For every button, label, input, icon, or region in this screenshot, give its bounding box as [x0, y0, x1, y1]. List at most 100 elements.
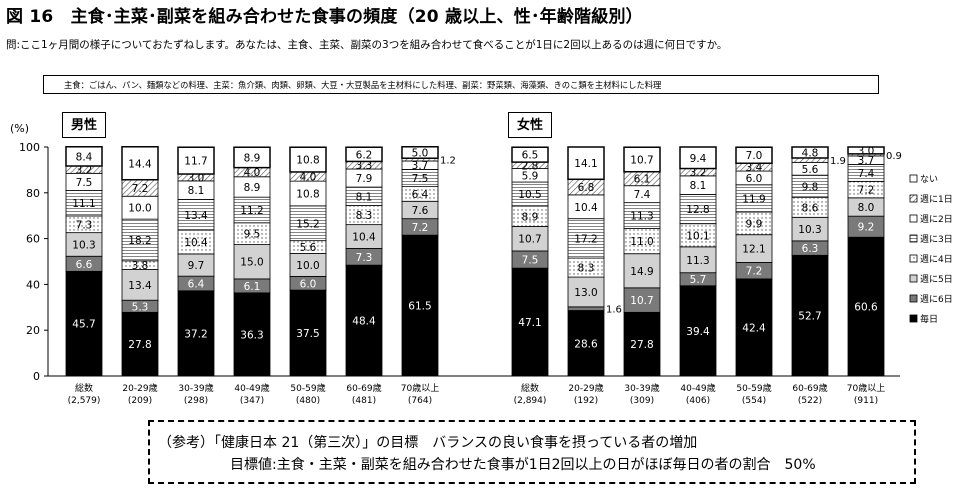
data-label: 5.9	[522, 170, 539, 182]
y-tick-label: 40	[26, 278, 40, 291]
bar-segment-週に3日	[735, 184, 773, 213]
legend-swatch-毎日	[909, 314, 918, 323]
reference-line-2: 目標値:主食・主菜・副菜を組み合わせた食事が1日2回以上の日がほぼ毎日の者の割合…	[230, 457, 816, 473]
bar-segment-週に3日	[289, 205, 327, 242]
data-label: 7.5	[412, 173, 429, 185]
data-label: 17.2	[574, 233, 597, 245]
data-label: 14.9	[630, 266, 653, 278]
data-label: 48.4	[352, 316, 376, 328]
data-label: 8.6	[802, 202, 819, 214]
bar-segment-週に5日	[679, 246, 717, 274]
bar-segment-ない	[735, 146, 773, 165]
data-label: 8.9	[244, 152, 261, 164]
legend-swatch-週に5日	[909, 274, 918, 283]
data-label: 0.9	[886, 151, 902, 162]
data-label: 9.2	[858, 222, 875, 234]
bar-segment-ない	[511, 146, 549, 163]
data-label: 3.3	[356, 160, 373, 172]
data-label: 9.8	[802, 181, 819, 193]
category-n-label: (192)	[574, 396, 598, 406]
data-label: 8.1	[356, 191, 373, 203]
legend-label: ない	[920, 174, 938, 185]
data-label: 8.0	[858, 202, 875, 214]
data-label: 9.9	[746, 218, 763, 230]
category-label: 40-49歳	[234, 382, 269, 394]
bar-segment-ない	[401, 146, 439, 159]
data-label: 18.2	[128, 235, 151, 247]
data-label: 1.2	[440, 156, 456, 167]
data-label: 6.1	[244, 281, 261, 293]
data-label: 37.2	[184, 328, 207, 340]
data-label: 3.7	[412, 160, 429, 172]
category-n-label: (522)	[798, 396, 822, 406]
data-label: 10.8	[296, 155, 319, 167]
data-label: 6.4	[188, 278, 205, 290]
bar-segment-週に5日	[511, 226, 549, 252]
data-label: 8.3	[578, 263, 595, 275]
category-n-label: (298)	[184, 396, 208, 406]
data-label: 5.6	[300, 242, 317, 254]
data-label: 10.7	[630, 154, 653, 166]
data-label: 4.8	[802, 147, 819, 159]
data-label: 27.8	[630, 339, 653, 351]
data-label: 8.9	[522, 211, 539, 223]
data-label: 10.5	[518, 189, 541, 201]
bar-segment-週に6日	[567, 306, 605, 311]
data-label: 9.4	[690, 153, 707, 165]
group-label-female: 女性	[508, 112, 552, 138]
category-n-label: (209)	[128, 396, 152, 406]
data-label: 37.5	[296, 328, 319, 340]
data-label: 10.7	[518, 234, 541, 246]
data-label: 4.0	[244, 167, 261, 179]
y-axis-unit: (%)	[10, 122, 30, 135]
data-label: 11.0	[630, 236, 653, 248]
data-label: 3.2	[76, 165, 93, 177]
legend-label: 週に1日	[920, 194, 953, 205]
category-n-label: (406)	[686, 396, 710, 406]
data-label: 10.3	[798, 224, 821, 236]
data-label: 11.9	[742, 193, 765, 205]
group-label-male: 男性	[62, 112, 106, 138]
data-label: 13.0	[574, 287, 597, 299]
y-tick-label: 20	[26, 324, 40, 337]
data-label: 6.0	[300, 278, 317, 290]
data-label: 39.4	[686, 326, 710, 338]
bar-segment-毎日	[345, 264, 383, 377]
legend-swatch-ない	[909, 174, 918, 183]
data-label: 6.5	[522, 150, 539, 162]
data-label: 47.1	[518, 317, 541, 329]
y-tick-label: 80	[26, 187, 40, 200]
legend-swatch-週に1日	[909, 194, 918, 203]
category-label: 40-49歳	[680, 382, 715, 394]
data-label: 45.7	[72, 319, 95, 331]
data-label: 7.2	[412, 222, 429, 234]
data-label: 36.3	[240, 329, 263, 341]
data-label: 5.3	[132, 301, 149, 313]
data-label: 7.5	[522, 255, 539, 267]
category-n-label: (481)	[352, 396, 376, 406]
bar-segment-ない	[289, 146, 327, 173]
bar-segment-週に3日	[177, 199, 215, 231]
data-label: 1.6	[606, 305, 622, 316]
data-label: 3.7	[858, 155, 875, 167]
data-label: 27.8	[128, 339, 151, 351]
data-label: 7.3	[356, 252, 373, 264]
data-label: 7.2	[746, 266, 763, 278]
data-label: 11.1	[72, 198, 95, 210]
bar-segment-ない	[121, 146, 159, 181]
bar-segment-ない	[791, 146, 829, 159]
data-label: 61.5	[408, 301, 431, 313]
bar-segment-毎日	[567, 310, 605, 377]
data-label: 10.3	[72, 239, 95, 251]
data-label: 7.9	[356, 173, 373, 185]
category-label: 20-29歳	[122, 382, 157, 394]
y-tick-label: 100	[19, 141, 40, 154]
data-label: 9.5	[244, 229, 261, 241]
data-label: 7.0	[746, 150, 763, 162]
data-label: 4.0	[300, 172, 317, 184]
data-label: 7.2	[858, 185, 875, 197]
bar-segment-ない	[65, 146, 103, 167]
data-label: 9.7	[188, 260, 205, 272]
category-label: 70歳以上	[847, 382, 885, 394]
bar-segment-週に3日	[567, 218, 605, 259]
